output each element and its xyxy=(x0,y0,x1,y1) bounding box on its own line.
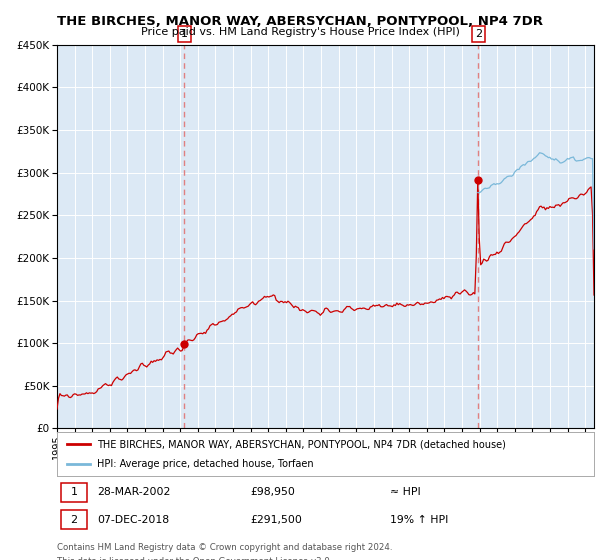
FancyBboxPatch shape xyxy=(61,510,87,529)
Text: 2: 2 xyxy=(475,29,482,39)
Text: 07-DEC-2018: 07-DEC-2018 xyxy=(97,515,169,525)
Text: 2: 2 xyxy=(71,515,78,525)
Text: 28-MAR-2002: 28-MAR-2002 xyxy=(97,487,170,497)
Text: 1: 1 xyxy=(71,487,77,497)
Text: £98,950: £98,950 xyxy=(250,487,295,497)
Text: £291,500: £291,500 xyxy=(250,515,302,525)
Text: Contains HM Land Registry data © Crown copyright and database right 2024.: Contains HM Land Registry data © Crown c… xyxy=(57,543,392,552)
Text: 1: 1 xyxy=(181,29,188,39)
Text: ≈ HPI: ≈ HPI xyxy=(390,487,421,497)
Text: Price paid vs. HM Land Registry's House Price Index (HPI): Price paid vs. HM Land Registry's House … xyxy=(140,27,460,38)
Text: THE BIRCHES, MANOR WAY, ABERSYCHAN, PONTYPOOL, NP4 7DR (detached house): THE BIRCHES, MANOR WAY, ABERSYCHAN, PONT… xyxy=(97,439,506,449)
Text: 19% ↑ HPI: 19% ↑ HPI xyxy=(390,515,448,525)
Text: THE BIRCHES, MANOR WAY, ABERSYCHAN, PONTYPOOL, NP4 7DR: THE BIRCHES, MANOR WAY, ABERSYCHAN, PONT… xyxy=(57,15,543,28)
Text: HPI: Average price, detached house, Torfaen: HPI: Average price, detached house, Torf… xyxy=(97,459,314,469)
FancyBboxPatch shape xyxy=(61,483,87,502)
Text: This data is licensed under the Open Government Licence v3.0.: This data is licensed under the Open Gov… xyxy=(57,557,332,560)
